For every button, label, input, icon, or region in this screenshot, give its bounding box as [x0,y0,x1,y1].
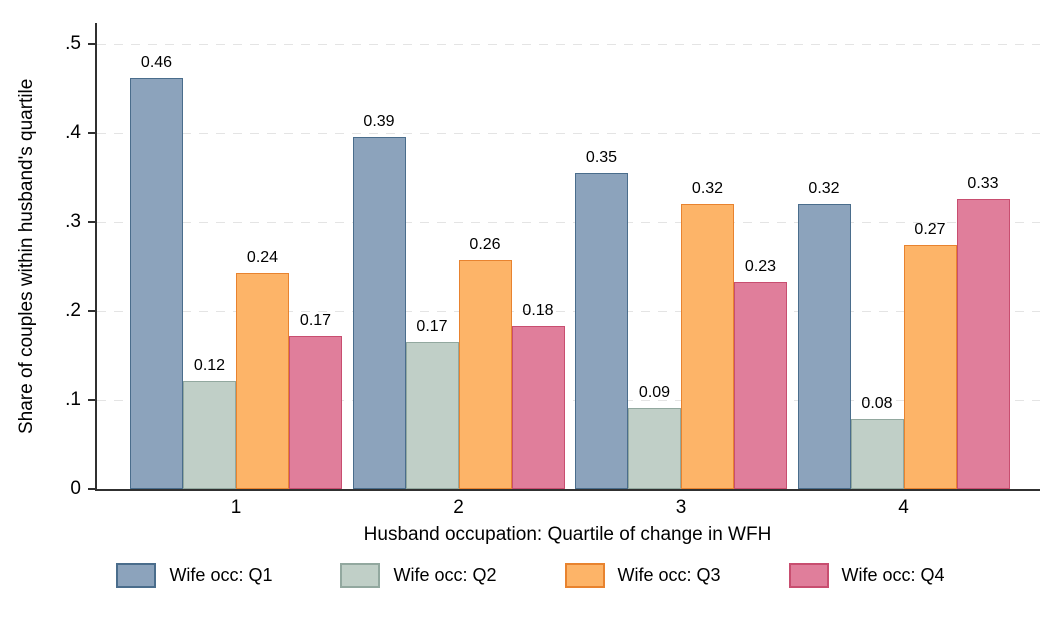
plot-area: 0 .1 .2 .3 .4 .5 0.46 0.39 0.35 0.32 0.12 0.17 0.09 0… [65,23,1040,518]
x-category-label-2: 2 [453,497,464,518]
bar-group3-wife-occ-q1 [575,173,628,489]
bar-value-label: 0.09 [638,384,671,402]
bar-value-label: 0.24 [246,248,279,266]
y-tick-mark-.2 [88,310,95,312]
bar-value-label: 0.18 [522,302,554,320]
bar-group3-wife-occ-q4 [734,281,787,489]
legend: Wife occ: Q1 Wife occ: Q2 Wife occ: Q3 Wife… [0,563,1061,588]
legend-swatch [116,563,157,588]
bar-value-label: 0.32 [808,180,840,198]
legend-entry-wife-occ-q4: Wife occ: Q4 [788,563,945,588]
legend-label: Wife occ: Q4 [841,565,945,585]
x-category-label-4: 4 [898,497,909,518]
gridline-.2 [97,310,1040,312]
x-axis-line [95,489,1040,491]
bar-group1-wife-occ-q2 [183,381,236,489]
bar-group1-wife-occ-q1 [130,77,183,489]
bar-group1-wife-occ-q3 [236,272,289,489]
bar-group4-wife-occ-q2 [850,418,904,489]
bar-group3-wife-occ-q2 [628,408,681,489]
gridline-.1 [97,399,1040,401]
bar-group4-wife-occ-q1 [797,204,851,489]
bar-value-label: 0.46 [140,53,173,71]
legend-entry-wife-occ-q2: Wife occ: Q2 [340,563,497,588]
bar-group4-wife-occ-q4 [956,198,1010,489]
x-category-label-1: 1 [230,497,242,518]
bar-value-label: 0.08 [861,394,893,412]
y-axis-title: Share of couples within husband's quarti… [16,78,37,434]
legend-swatch [340,563,381,588]
y-tick-mark-.3 [88,221,95,223]
y-tick-mark-.1 [88,399,95,401]
gridline-.5 [97,43,1040,45]
x-category-label-3: 3 [675,497,687,518]
bar-group2-wife-occ-q1 [352,137,406,489]
bar-group3-wife-occ-q3 [681,204,734,489]
legend-label: Wife occ: Q2 [393,565,497,585]
y-tick-label: .1 [65,389,81,410]
legend-entry-wife-occ-q3: Wife occ: Q3 [564,563,721,588]
y-tick-label: .3 [65,211,81,232]
bar-value-label: 0.39 [363,113,395,131]
legend-entry-wife-occ-q1: Wife occ: Q1 [116,563,272,588]
legend-label: Wife occ: Q1 [169,565,273,585]
bar-group2-wife-occ-q4 [511,326,565,489]
bar-group4-wife-occ-q3 [903,245,957,489]
y-axis-line [95,23,97,489]
bar-value-label: 0.12 [193,357,226,375]
y-tick-label: 0 [70,478,81,499]
bar-group2-wife-occ-q3 [458,260,512,489]
x-axis-title: Husband occupation: Quartile of change i… [363,524,772,545]
bar-group1-wife-occ-q4 [289,335,342,489]
gridline-.4 [97,132,1040,134]
bar-value-label: 0.27 [914,221,946,239]
bar-value-label: 0.35 [585,149,618,167]
y-tick-label: .5 [65,33,81,54]
bar-value-label: 0.32 [691,180,724,198]
legend-swatch [788,563,829,588]
bar-value-label: 0.17 [299,311,332,329]
legend-label: Wife occ: Q3 [617,565,721,585]
bar-value-label: 0.26 [469,236,501,254]
bar-value-label: 0.33 [967,174,999,192]
y-tick-mark-.5 [88,43,95,45]
gridline-.3 [97,221,1040,223]
bar-value-label: 0.23 [744,257,777,275]
y-tick-mark-0 [88,488,95,490]
bar-group2-wife-occ-q2 [405,342,459,489]
y-tick-label: .2 [65,300,81,321]
y-tick-mark-.4 [88,132,95,134]
y-tick-label: .4 [65,122,81,143]
legend-swatch [564,563,605,588]
bar-value-label: 0.17 [416,318,448,336]
